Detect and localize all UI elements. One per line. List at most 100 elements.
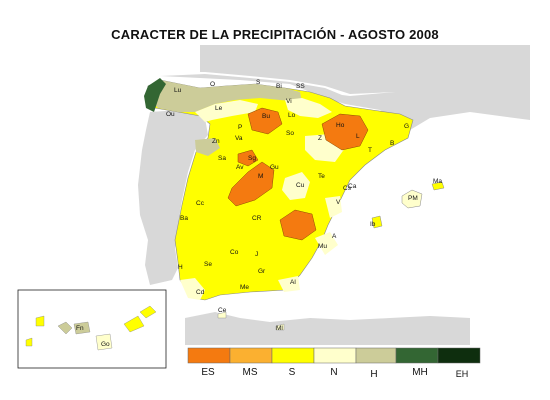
city-label: Le xyxy=(215,105,223,112)
city-label: T xyxy=(368,147,372,154)
city-label: So xyxy=(286,130,294,137)
legend xyxy=(187,347,481,364)
zone-normal-9 xyxy=(278,276,300,292)
legend-swatch-mh xyxy=(395,347,439,364)
canary-island-7 xyxy=(25,337,33,347)
city-label: Z xyxy=(318,135,322,142)
city-label: Va xyxy=(235,135,243,142)
city-label: Sg xyxy=(248,155,256,162)
city-label: Vi xyxy=(286,98,292,105)
legend-label-ms: MS xyxy=(242,367,258,378)
map-title: CARACTER DE LA PRECIPITACIÓN - AGOSTO 20… xyxy=(111,27,439,42)
city-label: L xyxy=(356,133,360,140)
legend-swatch-n xyxy=(313,347,357,364)
city-label: Ou xyxy=(166,111,175,118)
zone-very-dry-huesca xyxy=(321,113,369,151)
city-label: Me xyxy=(240,284,249,291)
city-label: Ho xyxy=(336,122,345,129)
zone-very-dry-segovia xyxy=(237,149,259,167)
city-label: V xyxy=(336,199,341,206)
legend-swatch-h xyxy=(355,347,397,364)
city-label: Ml xyxy=(276,325,283,332)
canary-island-3 xyxy=(73,321,91,335)
city-label: Cu xyxy=(296,182,305,189)
zone-normal-4 xyxy=(282,172,310,200)
legend-swatch-s xyxy=(271,347,315,364)
city-label: Mu xyxy=(318,243,327,250)
legend-label-mh: MH xyxy=(412,367,428,378)
city-label: Lo xyxy=(288,112,296,119)
city-label: Gr xyxy=(258,268,266,275)
city-label: M xyxy=(258,173,263,180)
legend-label-n: N xyxy=(330,367,338,378)
city-label: SS xyxy=(296,83,305,90)
city-label: Ce xyxy=(218,307,227,314)
city-label: Lu xyxy=(174,87,182,94)
city-label: Av xyxy=(236,164,244,171)
city-label: Co xyxy=(230,249,239,256)
island-ibiza xyxy=(371,215,383,229)
city-label: Se xyxy=(204,261,212,268)
city-label: Gu xyxy=(270,164,279,171)
zone-normal-2 xyxy=(285,98,332,118)
ceuta xyxy=(217,311,227,319)
zone-humid-north xyxy=(150,80,302,112)
legend-label-s: S xyxy=(288,367,296,378)
city-label: G xyxy=(404,123,409,130)
legend-swatch-eh xyxy=(437,347,481,364)
city-label: Ma xyxy=(433,178,442,185)
zone-very-humid-galicia xyxy=(144,78,166,112)
city-label: Bi xyxy=(276,83,282,90)
city-label: Zn xyxy=(212,138,220,145)
legend-label-eh: EH xyxy=(455,369,469,379)
city-label: H xyxy=(178,264,183,271)
zone-normal-7 xyxy=(315,232,338,255)
legend-swatch-ms xyxy=(229,347,273,364)
city-label: Sa xyxy=(218,155,226,162)
island-mallorca xyxy=(401,189,423,209)
france-landmass xyxy=(160,48,530,130)
zone-normal-8 xyxy=(180,278,205,300)
city-label: Te xyxy=(318,173,325,180)
city-label: Ib xyxy=(370,221,376,228)
zone-very-dry-toledo xyxy=(227,161,275,207)
city-label: Cc xyxy=(196,200,205,207)
city-label: Ca xyxy=(348,183,357,190)
island-menorca xyxy=(431,181,445,191)
city-label: Bu xyxy=(262,113,270,120)
city-label: Fn xyxy=(76,325,84,332)
legend-swatch-es xyxy=(187,347,231,364)
city-labels: Lu O S Bi SS Ou Le Bu Lo Vi P Ho So Zn V… xyxy=(76,79,442,348)
city-label: PM xyxy=(408,195,418,202)
zone-normal-5 xyxy=(195,138,220,156)
africa-landmass xyxy=(185,312,470,345)
canary-island-6 xyxy=(139,305,157,319)
spain-mainland xyxy=(147,79,414,301)
zone-normal-1 xyxy=(195,100,258,122)
city-label: B xyxy=(390,140,394,147)
city-label: J xyxy=(255,251,258,258)
canary-island-5 xyxy=(123,315,145,333)
canary-island-4 xyxy=(95,333,113,351)
canary-inset-frame xyxy=(17,289,167,369)
city-label: O xyxy=(210,81,215,88)
melilla xyxy=(275,323,285,331)
portugal-landmass xyxy=(138,110,208,285)
zone-very-dry-albacete xyxy=(279,209,317,241)
city-label: P xyxy=(238,124,242,131)
zone-very-dry-burgos xyxy=(247,107,283,135)
canary-island-2 xyxy=(57,321,73,335)
city-label: Go xyxy=(101,341,110,348)
city-label: Cd xyxy=(196,289,205,296)
city-label: CR xyxy=(252,215,262,222)
city-label: Ba xyxy=(180,215,188,222)
zone-normal-6 xyxy=(325,196,342,218)
france-north xyxy=(200,45,530,94)
legend-label-es: ES xyxy=(201,367,215,378)
city-label: A xyxy=(332,233,337,240)
legend-label-h: H xyxy=(370,369,378,380)
city-label: Cs xyxy=(343,185,352,192)
canary-island-1 xyxy=(35,315,45,327)
city-label: S xyxy=(256,79,261,86)
